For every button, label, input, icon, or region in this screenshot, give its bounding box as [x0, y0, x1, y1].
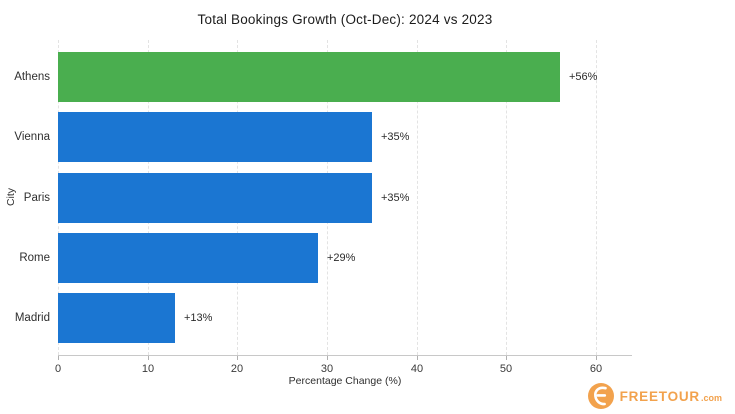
category-label: Paris [23, 192, 50, 204]
x-tick [237, 356, 238, 360]
bar-value-label: +35% [381, 192, 410, 204]
x-tick-label: 30 [320, 363, 334, 375]
x-tick-label: 10 [141, 363, 155, 375]
x-tick-label: 50 [499, 363, 513, 375]
x-tick [506, 356, 507, 360]
bar-rome [58, 233, 318, 283]
freetour-logo-brand: FREETOUR [619, 388, 700, 404]
x-tick-label: 0 [54, 363, 62, 375]
x-tick [327, 356, 328, 360]
chart-title: Total Bookings Growth (Oct-Dec): 2024 vs… [197, 12, 493, 27]
category-label: Athens [14, 71, 50, 83]
bar-value-label: +56% [569, 71, 598, 83]
freetour-logo: FREETOUR .com [587, 382, 722, 410]
category-label: Rome [19, 252, 50, 264]
plot-area: 0 10 20 30 40 50 60 +56% Athens +35% Vienna +35% Par… [14, 40, 632, 375]
bar-value-label: +13% [184, 312, 213, 324]
x-tick-label: 40 [410, 363, 424, 375]
bar-madrid [58, 293, 175, 343]
x-tick-label: 20 [230, 363, 244, 375]
x-axis-line [58, 355, 632, 356]
x-tick [596, 356, 597, 360]
gridline [596, 40, 597, 355]
category-label: Madrid [14, 312, 50, 324]
bar-paris [58, 173, 372, 223]
x-tick [58, 356, 59, 360]
bar-value-label: +29% [327, 252, 356, 264]
bar-athens [58, 52, 560, 102]
x-axis-label: Percentage Change (%) [288, 375, 402, 387]
freetour-logo-suffix: .com [700, 392, 722, 403]
x-tick-label: 60 [589, 363, 603, 375]
freetour-logo-icon [587, 383, 614, 409]
x-tick [148, 356, 149, 360]
category-label: Vienna [14, 131, 50, 143]
x-tick [417, 356, 418, 360]
gridline [506, 40, 507, 355]
bar-value-label: +35% [381, 131, 410, 143]
gridline [417, 40, 418, 355]
bar-vienna [58, 112, 372, 162]
freetour-logo-text: FREETOUR .com [620, 389, 722, 404]
